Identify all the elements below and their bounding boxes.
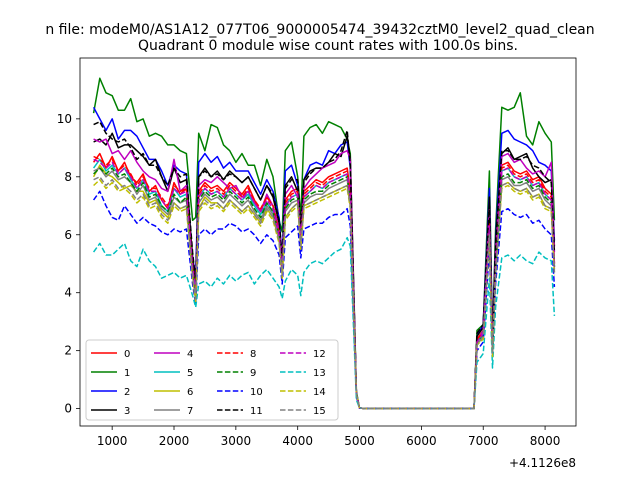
x-offset-text: +4.1126e8	[509, 456, 576, 470]
legend-label-9: 9	[250, 368, 256, 379]
plot-series-group	[92, 77, 556, 410]
y-tick-label: 8	[64, 170, 72, 184]
y-tick-label: 2	[64, 344, 72, 358]
x-tick-label: 2000	[159, 434, 190, 448]
legend-label-3: 3	[124, 406, 130, 417]
y-tick-label: 0	[64, 402, 72, 416]
legend-label-10: 10	[250, 387, 263, 398]
legend-label-8: 8	[250, 349, 256, 360]
x-tick-label: 4000	[282, 434, 313, 448]
legend-label-5: 5	[187, 368, 193, 379]
legend-label-12: 12	[313, 349, 326, 360]
legend-box	[85, 339, 339, 421]
y-tick-label: 6	[64, 228, 72, 242]
x-tick-label: 3000	[221, 434, 252, 448]
y-tick-label: 4	[64, 286, 72, 300]
figure-suptitle: n file: modeM0/AS1A12_077T06_9000005474_…	[45, 22, 594, 38]
legend-label-6: 6	[187, 387, 193, 398]
legend-label-14: 14	[313, 387, 326, 398]
y-tick-label: 10	[57, 112, 72, 126]
plot-frame	[79, 57, 577, 427]
legend-label-7: 7	[187, 406, 193, 417]
legend-label-15: 15	[313, 406, 326, 417]
legend-label-2: 2	[124, 387, 130, 398]
legend-label-11: 11	[250, 406, 263, 417]
series-line-15	[93, 176, 556, 410]
legend-label-4: 4	[187, 349, 193, 360]
series-line-8	[93, 155, 556, 410]
legend-label-0: 0	[124, 349, 130, 360]
series-line-14	[93, 178, 556, 410]
chart-title: Quadrant 0 module wise count rates with …	[138, 38, 518, 54]
x-tick-label: 8000	[530, 434, 561, 448]
x-tick-label: 5000	[344, 434, 375, 448]
legend-label-1: 1	[124, 368, 130, 379]
legend-label-13: 13	[313, 368, 326, 379]
x-tick-label: 6000	[406, 434, 437, 448]
x-tick-label: 7000	[468, 434, 499, 448]
x-tick-label: 1000	[97, 434, 128, 448]
